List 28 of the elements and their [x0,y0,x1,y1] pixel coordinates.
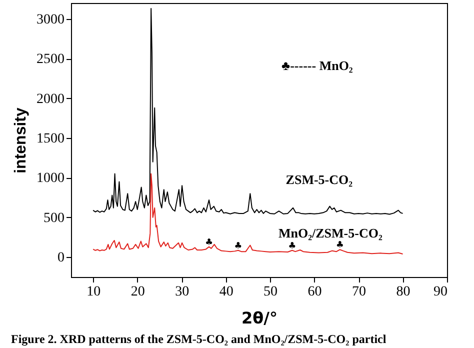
y-tick-label: 500 [44,210,64,226]
x-tick-label: 50 [264,284,278,300]
y-axis-title: intensity [12,108,30,174]
series-label: MnO₂/ZSM-5-CO₂ [278,226,382,241]
line-series [92,173,404,254]
annotation: ♣ [204,238,214,248]
x-tick-label: 30 [175,284,190,300]
y-tick-label: 0 [58,250,64,266]
caption: Figure 2. XRD patterns of the ZSM-5-CO₂ and MnO₂/ZSM-5-CO₂ particl [11,332,387,346]
y-tick-label: 2000 [36,92,64,107]
x-tick-label: 20 [130,284,145,300]
y-tick-label: 1500 [36,132,64,147]
y-tick-label: 1000 [36,171,64,186]
x-tick-label: 80 [396,284,410,300]
annotation: ♣ [336,240,344,251]
annotation: ♣ [234,241,242,252]
x-tick-label: 60 [308,284,322,300]
x-tick-label: 40 [219,284,234,300]
series-label: ZSM-5-CO₂ [286,172,353,188]
y-tick-label: 3000 [36,12,64,28]
x-tick-label: 90 [434,284,448,300]
line-series [92,8,404,215]
x-tick-label: 10 [86,284,101,300]
x-tick-label: 70 [352,284,366,300]
y-tick-label: 2500 [36,52,64,68]
x-axis-title: 2θ/° [242,308,278,328]
annotation: ♣ [288,241,296,252]
annotation: ♣------ MnO₂ [282,58,353,74]
